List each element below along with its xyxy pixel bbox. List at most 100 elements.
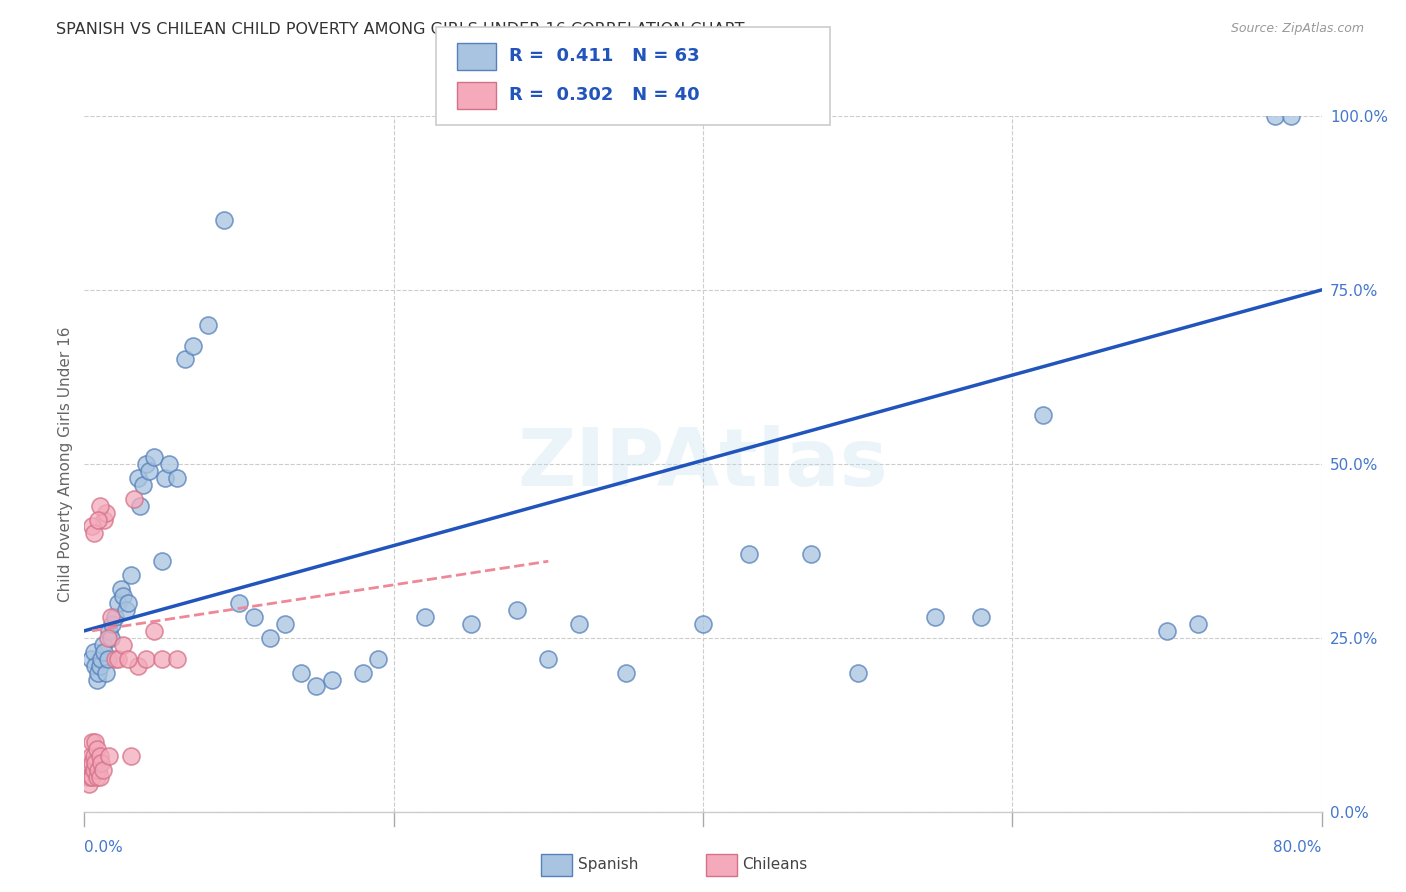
Point (93, 512, 115, 526)
Point (352, 665, 374, 680)
Point (197, 318, 219, 332)
Point (93, 645, 115, 659)
Point (117, 651, 139, 665)
Point (79, 651, 101, 665)
Point (924, 610, 946, 624)
Point (122, 491, 145, 506)
Point (1187, 616, 1209, 631)
Point (83, 526, 105, 541)
Point (120, 749, 142, 764)
Point (460, 616, 482, 631)
Point (112, 638, 135, 652)
Text: Chileans: Chileans (742, 857, 807, 871)
Point (94, 506, 117, 520)
Text: ZIPAtlas: ZIPAtlas (517, 425, 889, 503)
Point (98, 749, 121, 764)
Point (82, 519, 104, 533)
Point (86, 770, 108, 784)
Point (96, 651, 118, 665)
Point (614, 665, 637, 680)
Point (150, 651, 173, 665)
Point (212, 213, 235, 227)
Point (84, 756, 107, 770)
Y-axis label: Child Poverty Among Girls Under 16: Child Poverty Among Girls Under 16 (58, 326, 73, 601)
Point (143, 450, 166, 464)
Point (110, 582, 132, 596)
Point (159, 457, 180, 471)
Point (82, 756, 104, 770)
Point (228, 596, 250, 610)
Point (91, 763, 114, 777)
Point (127, 471, 149, 485)
Point (290, 665, 312, 680)
Point (76, 770, 98, 784)
Point (153, 471, 176, 485)
Point (166, 471, 188, 485)
Text: Source: ZipAtlas.com: Source: ZipAtlas.com (1230, 22, 1364, 36)
Point (100, 631, 122, 645)
Text: Spanish: Spanish (578, 857, 638, 871)
Point (181, 338, 204, 352)
Point (166, 651, 188, 665)
Point (138, 464, 160, 478)
Point (738, 547, 761, 561)
Point (89, 749, 111, 764)
Point (692, 616, 714, 631)
Point (98, 624, 121, 638)
Point (77, 756, 100, 770)
Point (846, 665, 869, 680)
Point (86, 673, 108, 687)
Point (96, 631, 118, 645)
Point (107, 651, 129, 665)
Point (91, 638, 114, 652)
Point (84, 735, 107, 749)
Point (127, 658, 149, 673)
Point (107, 596, 129, 610)
Point (89, 499, 111, 513)
Point (135, 651, 157, 665)
Point (90, 756, 112, 770)
Point (568, 616, 591, 631)
Point (86, 742, 108, 756)
Point (413, 610, 436, 624)
Point (100, 610, 122, 624)
Point (79, 749, 101, 764)
Point (84, 658, 107, 673)
Point (89, 658, 111, 673)
Point (77, 777, 100, 791)
Point (537, 651, 560, 665)
Point (89, 770, 111, 784)
Point (150, 554, 173, 568)
Point (274, 616, 297, 631)
Point (132, 477, 155, 491)
Point (83, 763, 105, 777)
Point (321, 673, 343, 687)
Point (305, 680, 328, 694)
Point (101, 616, 124, 631)
Point (243, 610, 266, 624)
Point (117, 596, 139, 610)
Point (1156, 624, 1178, 638)
Point (135, 457, 157, 471)
Point (506, 603, 529, 617)
Point (120, 568, 142, 582)
Text: R =  0.411   N = 63: R = 0.411 N = 63 (509, 47, 700, 65)
Point (87, 512, 110, 526)
Point (1279, 109, 1302, 123)
Point (115, 603, 138, 617)
Point (104, 610, 127, 624)
Text: SPANISH VS CHILEAN CHILD POVERTY AMONG GIRLS UNDER 16 CORRELATION CHART: SPANISH VS CHILEAN CHILD POVERTY AMONG G… (56, 22, 745, 37)
Point (104, 651, 127, 665)
Point (112, 589, 135, 603)
Point (83, 749, 105, 764)
Point (79, 770, 101, 784)
Point (259, 631, 281, 645)
Point (129, 499, 152, 513)
Point (87, 763, 110, 777)
Point (87, 665, 110, 680)
Point (367, 651, 389, 665)
Text: 0.0%: 0.0% (84, 839, 124, 855)
Point (143, 624, 166, 638)
Point (970, 610, 993, 624)
Point (82, 770, 104, 784)
